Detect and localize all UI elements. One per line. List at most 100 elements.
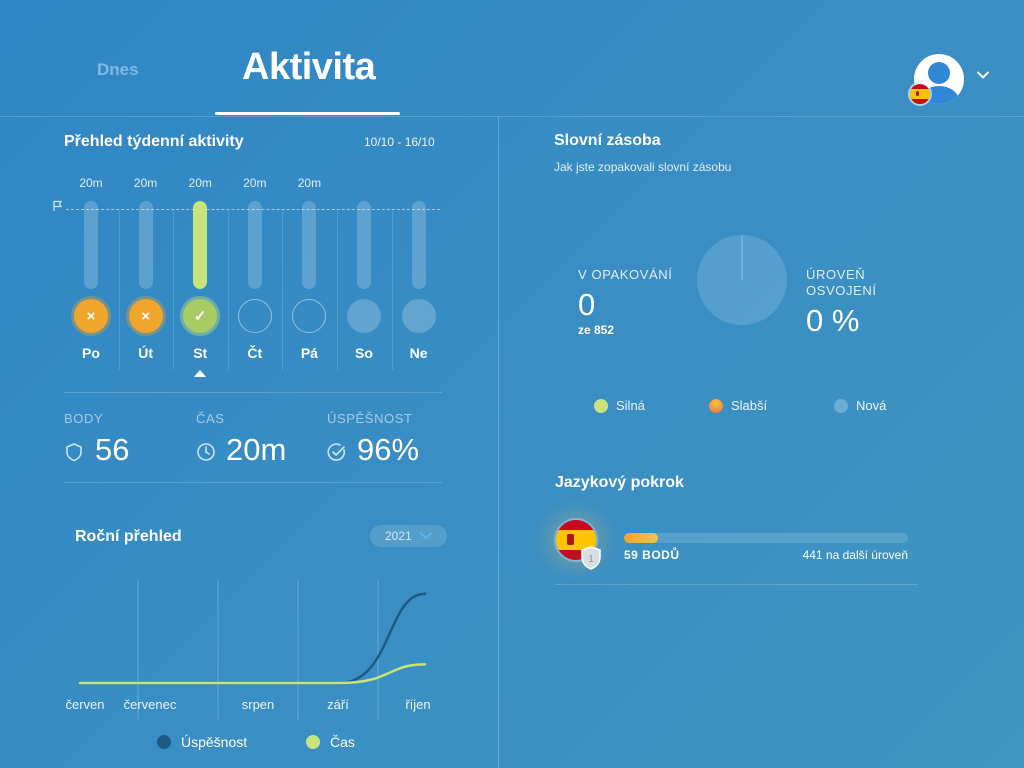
tab-dnes[interactable]: Dnes <box>97 60 139 79</box>
year-select-value: 2021 <box>385 529 412 543</box>
day-label: St <box>193 345 208 361</box>
spain-flag-icon <box>554 518 598 562</box>
success-label: ÚSPĚŠNOST <box>327 411 413 426</box>
day-label: Ne <box>409 345 428 361</box>
day-status-future[interactable] <box>401 299 436 333</box>
day-status-empty[interactable] <box>292 299 327 333</box>
day-progress-bar <box>138 201 153 289</box>
legend-dot <box>709 398 723 413</box>
success-value: 96% <box>357 432 420 467</box>
close-icon: × <box>141 307 150 325</box>
x-tick-label: červen <box>65 697 104 712</box>
close-icon: × <box>86 307 96 325</box>
day-separator <box>118 210 120 370</box>
day-minutes: 20m <box>297 176 322 190</box>
day-minutes: 20m <box>243 176 267 190</box>
level-number: 1 <box>588 554 594 565</box>
x-tick-label: srpen <box>242 697 275 712</box>
time-label: ČAS <box>196 411 225 426</box>
day-progress-bar <box>302 201 317 289</box>
next-level-text: 441 na další úroveň <box>802 548 908 562</box>
shield-icon <box>66 443 82 462</box>
active-tab-indicator <box>215 112 400 115</box>
legend-label: Úspěšnost <box>181 734 248 750</box>
legend-item-success: Úspěšnost <box>157 734 247 750</box>
legend-item-time: Čas <box>306 734 355 750</box>
day-progress-bar <box>247 201 262 289</box>
day-status-done[interactable]: ✓ <box>183 299 218 333</box>
day-minutes: 20m <box>188 176 212 190</box>
yearly-line-chart: červen červenec srpen září říjen <box>65 580 431 720</box>
legend-item-weaker: Slabší <box>709 398 767 413</box>
x-tick-label: září <box>327 697 349 712</box>
in-review-label: V OPAKOVÁNÍ <box>578 267 673 282</box>
year-select[interactable]: 2021 <box>370 525 447 547</box>
mastery-label-line: ÚROVEŇ <box>806 267 866 282</box>
tab-aktivita[interactable]: Aktivita <box>242 46 376 88</box>
day-progress-bar <box>84 201 98 289</box>
day-separator <box>173 210 175 370</box>
check-circle-icon <box>327 443 346 461</box>
day-separator <box>337 210 338 370</box>
goal-flag-icon <box>53 200 63 211</box>
legend-label: Čas <box>330 734 355 750</box>
legend-dot <box>306 735 320 749</box>
weekly-title: Přehled týdenní aktivity <box>64 133 244 150</box>
day-label: Po <box>82 345 100 361</box>
points-value: 56 <box>95 432 130 467</box>
in-review-total: ze 852 <box>578 323 615 337</box>
day-status-missed[interactable]: × <box>74 299 108 333</box>
day-status-empty[interactable] <box>237 299 272 333</box>
day-status-future[interactable] <box>347 299 381 333</box>
legend-dot <box>594 398 608 413</box>
weekly-date-range: 10/10 - 16/10 <box>364 135 435 149</box>
legend-label: Nová <box>856 398 887 413</box>
mastery-label: ÚROVEŇ OSVOJENÍ <box>806 267 877 299</box>
day-minutes: 20m <box>133 176 158 190</box>
in-review-value: 0 <box>578 287 596 322</box>
legend-item-strong: Silná <box>594 398 645 413</box>
day-label: Čt <box>247 345 263 361</box>
chevron-down-icon <box>419 532 432 540</box>
day-progress-fill <box>193 201 208 289</box>
series-line <box>78 592 427 685</box>
language-points: 59 BODŮ <box>624 548 680 562</box>
time-value: 20m <box>226 432 287 467</box>
panel-divider <box>498 116 499 768</box>
day-status-missed[interactable]: × <box>128 299 163 333</box>
language-progress-title: Jazykový pokrok <box>555 474 684 491</box>
day-separator <box>227 210 229 370</box>
day-progress-bar <box>411 201 426 289</box>
day-label: Út <box>138 345 153 361</box>
daily-goal-line <box>66 209 440 210</box>
legend-label: Slabší <box>731 398 768 413</box>
day-progress-bar <box>357 201 371 289</box>
language-progress-fill <box>624 533 658 543</box>
vocabulary-subtitle: Jak jste zopakovali slovní zásobu <box>554 160 732 174</box>
day-separator <box>282 210 284 370</box>
today-indicator-icon <box>194 370 206 377</box>
points-label: BODY <box>64 411 104 426</box>
mastery-label-line: OSVOJENÍ <box>806 283 877 298</box>
header-divider <box>0 116 1024 117</box>
section-divider <box>555 584 918 585</box>
check-icon: ✓ <box>193 308 207 325</box>
legend-dot <box>834 398 848 413</box>
mastery-value: 0 % <box>806 303 860 338</box>
legend-item-new: Nová <box>834 398 886 413</box>
x-tick-label: červenec <box>124 697 177 712</box>
section-divider <box>64 482 442 483</box>
series-line <box>78 663 427 685</box>
day-progress-bar <box>193 201 208 289</box>
chevron-down-icon[interactable] <box>976 68 990 82</box>
yearly-title: Roční přehled <box>75 528 182 545</box>
spain-flag-icon <box>908 82 932 106</box>
language-progress-bar <box>624 533 908 543</box>
day-minutes: 20m <box>79 176 103 190</box>
legend-dot <box>157 735 171 749</box>
day-separator <box>391 210 393 370</box>
clock-icon <box>197 443 215 461</box>
x-tick-label: říjen <box>405 697 430 712</box>
level-shield-icon: 1 <box>581 546 601 570</box>
vocabulary-title: Slovní zásoba <box>554 132 661 149</box>
